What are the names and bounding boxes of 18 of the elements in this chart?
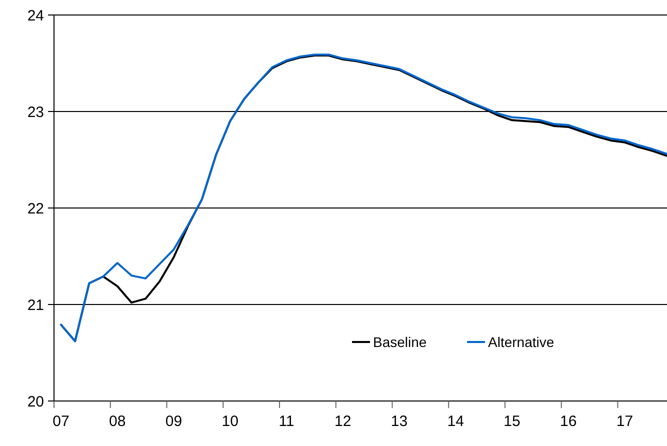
y-tick-label: 21 [27, 296, 44, 314]
x-tick-label: 14 [447, 413, 464, 430]
x-tick-label: 11 [278, 413, 294, 430]
x-tick-label: 13 [390, 413, 408, 430]
y-tick-label: 24 [27, 7, 44, 24]
x-tick-label: 08 [109, 413, 126, 430]
x-tick-label: 09 [165, 413, 182, 430]
x-tick-label: 10 [222, 413, 238, 430]
x-tick-label: 16 [560, 413, 577, 430]
x-tick-label: 17 [616, 413, 634, 430]
x-tick-label: 12 [334, 413, 352, 430]
y-tick-label: 23 [27, 104, 44, 121]
x-tick-label: 15 [504, 413, 520, 430]
y-tick-label: 22 [27, 200, 44, 218]
legend-label: Baseline [373, 334, 427, 350]
legend-label: Alternative [488, 334, 554, 350]
y-tick-label: 20 [27, 393, 44, 410]
x-tick-label: 07 [52, 413, 70, 430]
